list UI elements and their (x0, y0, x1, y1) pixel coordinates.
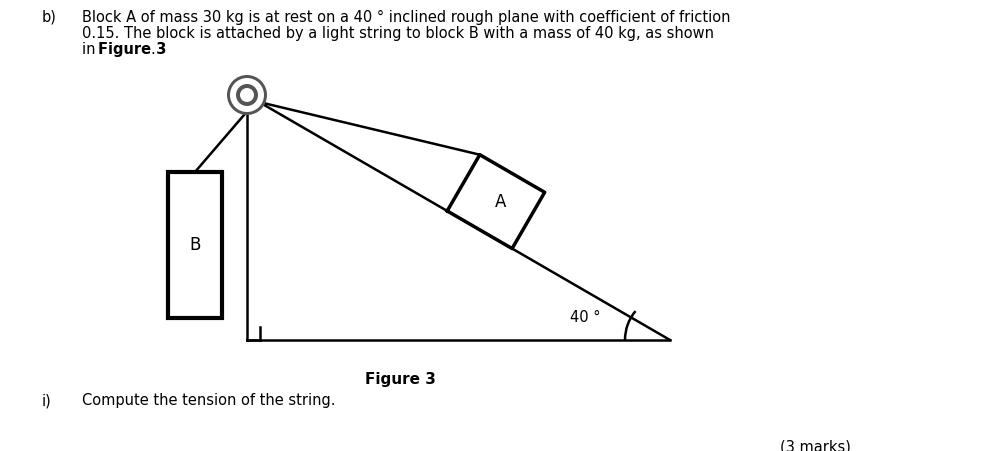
Text: 0.15. The block is attached by a light string to block B with a mass of 40 kg, a: 0.15. The block is attached by a light s… (82, 26, 714, 41)
Circle shape (240, 88, 254, 102)
Text: Figure 3: Figure 3 (98, 42, 167, 57)
Text: b): b) (42, 10, 57, 25)
Text: B: B (190, 236, 201, 254)
Circle shape (236, 84, 258, 106)
Text: in: in (82, 42, 100, 57)
Circle shape (227, 75, 267, 115)
Text: Block A of mass 30 kg is at rest on a 40 ° inclined rough plane with coefficient: Block A of mass 30 kg is at rest on a 40… (82, 10, 731, 25)
Bar (168, 172, 222, 318)
Circle shape (230, 78, 264, 112)
Text: 40 °: 40 ° (570, 310, 601, 326)
Text: Compute the tension of the string.: Compute the tension of the string. (82, 393, 336, 408)
Text: i): i) (42, 393, 52, 408)
Text: Figure 3: Figure 3 (364, 372, 436, 387)
Text: A: A (496, 193, 506, 211)
Text: (3 marks): (3 marks) (780, 440, 851, 451)
Polygon shape (447, 155, 545, 249)
Text: .: . (150, 42, 155, 57)
